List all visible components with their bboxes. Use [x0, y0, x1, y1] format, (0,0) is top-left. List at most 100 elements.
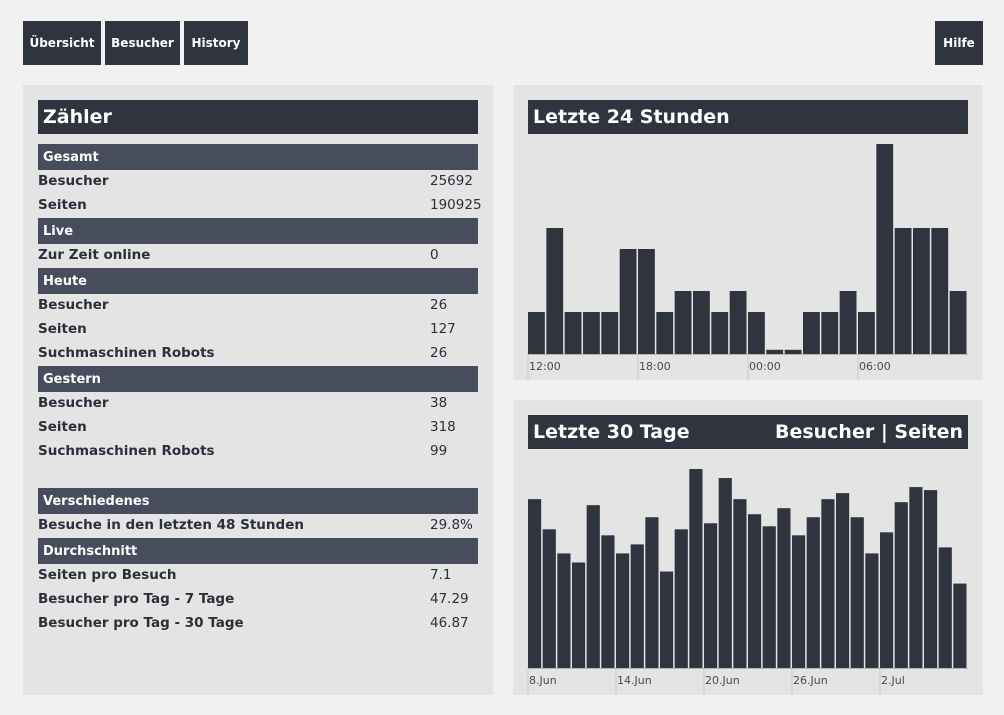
chart-tick-label: 26.Jun	[793, 674, 828, 687]
stat-label: Seiten	[38, 419, 87, 435]
stat-row: Besucher pro Tag - 7 Tage 47.29	[38, 588, 478, 612]
chart-bar	[638, 249, 655, 354]
stat-row: Seiten 190925	[38, 194, 482, 218]
stat-value: 29.8%	[430, 517, 473, 533]
chart-bar	[674, 529, 688, 668]
stat-label: Seiten	[38, 197, 87, 213]
chart-bar	[839, 291, 857, 354]
section-header-average: Durchschnitt	[38, 538, 478, 564]
chart-bar	[630, 544, 644, 668]
stat-row: Suchmaschinen Robots 26	[38, 342, 478, 366]
chart-bar	[572, 562, 586, 668]
chart-bar	[865, 553, 879, 668]
chart-bar	[586, 505, 600, 668]
chart-bar	[674, 291, 692, 354]
chart-tick-label: 2.Jul	[881, 674, 905, 687]
metric-visitors-link[interactable]: Besucher	[774, 421, 875, 443]
nav-history-button[interactable]: History	[184, 21, 248, 65]
stat-label: Suchmaschinen Robots	[38, 443, 215, 459]
chart-bar	[689, 469, 703, 668]
last24-panel: Letzte 24 Stunden 12:00 18:00 00:00 06:00	[513, 85, 983, 380]
chart-bar	[729, 291, 747, 354]
section-header-misc: Verschiedenes	[38, 488, 478, 514]
chart-bar	[909, 487, 923, 668]
chart-bar	[924, 490, 938, 668]
chart-bar	[931, 228, 949, 354]
chart-bar	[858, 312, 875, 354]
chart-tick-label: 00:00	[749, 360, 781, 373]
chart-bar	[762, 526, 776, 668]
chart-bar	[583, 312, 600, 354]
last30-metric-switch: Besucher | Seiten	[775, 421, 963, 443]
chart-bar	[850, 517, 864, 668]
chart-bar	[894, 228, 912, 354]
stat-row: Seiten 318	[38, 416, 478, 440]
stat-label: Seiten	[38, 321, 87, 337]
chart-bar	[953, 583, 967, 668]
stat-label: Besucher	[38, 395, 109, 411]
nav-visitors-button[interactable]: Besucher	[105, 21, 180, 65]
section-header-yesterday: Gestern	[38, 366, 478, 392]
chart-bar	[803, 312, 820, 354]
chart-bar	[876, 144, 894, 354]
chart-bar	[711, 312, 729, 354]
chart-bar	[601, 312, 619, 354]
section-header-live: Live	[38, 218, 478, 244]
stat-value: 0	[430, 247, 439, 263]
chart-bar	[601, 535, 615, 668]
counter-title: Zähler	[38, 100, 478, 134]
chart-bar	[880, 532, 894, 668]
chart-bar	[564, 312, 582, 354]
chart-bar	[528, 312, 545, 354]
chart-tick-label: 20.Jun	[705, 674, 740, 687]
section-header-total: Gesamt	[38, 144, 478, 170]
stat-label: Zur Zeit online	[38, 247, 151, 263]
stat-label: Besucher pro Tag - 30 Tage	[38, 615, 244, 631]
stat-row: Zur Zeit online 0	[38, 244, 478, 268]
stat-label: Besuche in den letzten 48 Stunden	[38, 517, 304, 533]
chart-bar	[913, 228, 930, 354]
chart-bar	[704, 523, 718, 668]
stat-label: Besucher pro Tag - 7 Tage	[38, 591, 235, 607]
chart-bar	[766, 349, 784, 354]
nav-overview-button[interactable]: Übersicht	[23, 21, 101, 65]
stat-row: Seiten pro Besuch 7.1	[38, 564, 478, 588]
section-header-today: Heute	[38, 268, 478, 294]
stat-value: 25692	[430, 173, 473, 189]
chart-bar	[792, 535, 806, 668]
chart-bar	[784, 349, 802, 354]
chart-bar	[693, 291, 710, 354]
chart-bar	[777, 508, 791, 668]
stat-value: 26	[430, 297, 448, 313]
stat-label: Seiten pro Besuch	[38, 567, 177, 583]
chart-bar	[557, 553, 571, 668]
chart-bar	[645, 517, 659, 668]
chart-bar	[949, 291, 967, 354]
stat-row: Besucher 25692	[38, 170, 478, 194]
stat-value: 99	[430, 443, 448, 459]
stat-value: 47.29	[430, 591, 469, 607]
stat-label: Besucher	[38, 173, 109, 189]
stat-value: 318	[430, 419, 456, 435]
metric-pages-link[interactable]: Seiten	[894, 421, 963, 443]
chart-bar	[546, 228, 564, 354]
last24-bar-chart: 12:00 18:00 00:00 06:00	[527, 144, 968, 380]
stat-label: Suchmaschinen Robots	[38, 345, 215, 361]
chart-bar	[806, 517, 820, 668]
stat-row: Besucher 26	[38, 294, 478, 318]
last30-panel: Letzte 30 Tage Besucher | Seiten 8.Jun 14…	[513, 400, 983, 695]
stat-row: Seiten 127	[38, 318, 478, 342]
stat-value: 38	[430, 395, 448, 411]
stat-value: 190925	[430, 197, 482, 213]
chart-bar	[656, 312, 674, 354]
chart-bar	[836, 493, 850, 668]
chart-bar	[733, 499, 747, 668]
nav-help-button[interactable]: Hilfe	[935, 21, 983, 65]
chart-bar	[616, 553, 630, 668]
chart-tick-label: 18:00	[639, 360, 671, 373]
last24-title: Letzte 24 Stunden	[528, 100, 968, 134]
stat-row: Besucher pro Tag - 30 Tage 46.87	[38, 612, 478, 636]
metric-separator: |	[880, 421, 888, 443]
stat-value: 26	[430, 345, 448, 361]
counter-panel: Zähler Gesamt Besucher 25692 Seiten 1909…	[23, 85, 493, 695]
